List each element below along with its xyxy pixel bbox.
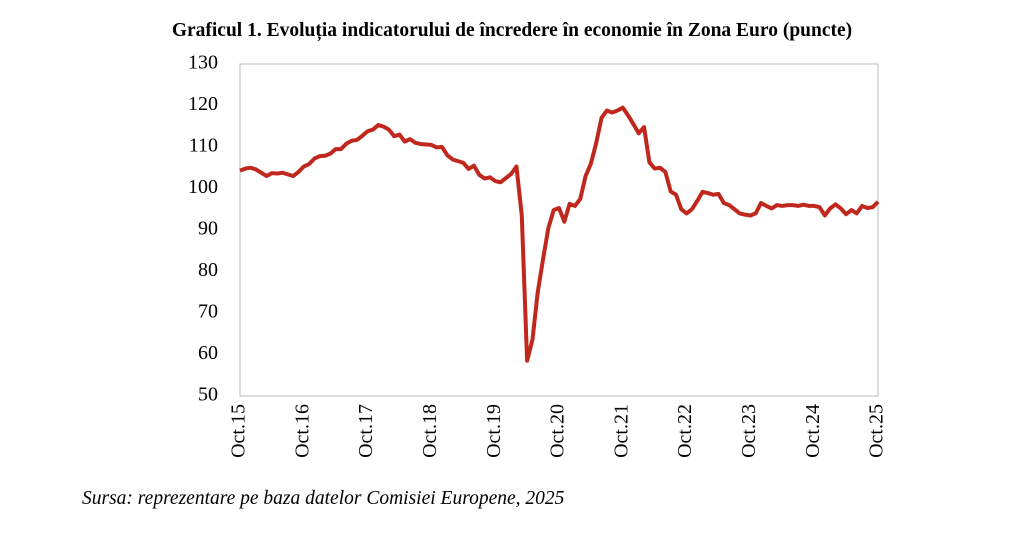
- x-tick-label: Oct.15: [228, 404, 250, 458]
- x-tick-label: Oct.21: [610, 404, 632, 458]
- x-tick-label: Oct.23: [738, 404, 760, 458]
- x-tick-label: Oct.22: [674, 404, 696, 458]
- plot-frame: [239, 63, 879, 397]
- x-tick-label: Oct.20: [547, 404, 569, 458]
- x-tick-label: Oct.18: [419, 404, 441, 458]
- data-line: [239, 105, 880, 363]
- y-tick-label: 120: [188, 93, 218, 115]
- x-tick-label: Oct.24: [802, 404, 824, 458]
- x-tick-label: Oct.17: [355, 404, 377, 458]
- source-note: Sursa: reprezentare pe baza datelor Comi…: [82, 488, 565, 509]
- y-tick-label: 80: [198, 259, 218, 281]
- x-tick-label: Oct.25: [866, 404, 888, 458]
- y-tick-label: 100: [188, 176, 218, 198]
- y-tick-label: 60: [198, 342, 218, 364]
- y-tick-label: 50: [198, 384, 218, 406]
- y-tick-label: 70: [198, 301, 218, 323]
- y-tick-label: 110: [189, 135, 218, 157]
- chart-title: Graficul 1. Evoluția indicatorului de în…: [172, 20, 852, 41]
- y-tick-label: 90: [198, 218, 218, 240]
- y-tick-label: 130: [188, 52, 218, 74]
- x-tick-label: Oct.16: [291, 404, 313, 458]
- x-tick-label: Oct.19: [483, 404, 505, 458]
